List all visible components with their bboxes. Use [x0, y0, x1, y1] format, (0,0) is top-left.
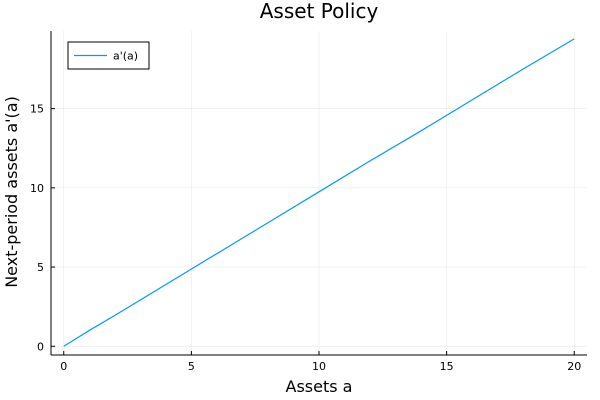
legend-label: a'(a): [113, 50, 138, 63]
tick-labels: 0 5 10 15 20 0 5 10 15: [30, 103, 581, 373]
x-tick-label: 10: [312, 360, 326, 373]
x-axis-label: Assets a: [286, 377, 353, 396]
y-axis-label: Next-period assets a'(a): [2, 96, 21, 288]
plot-axes: [50, 31, 587, 356]
x-tick-label: 15: [440, 360, 454, 373]
legend: a'(a): [67, 41, 150, 70]
series-lines: [63, 38, 575, 347]
y-tick-label: 5: [37, 261, 44, 274]
y-tick-label: 10: [30, 182, 44, 195]
x-tick-label: 5: [188, 360, 195, 373]
x-tick-label: 20: [567, 360, 581, 373]
chart-title: Asset Policy: [260, 0, 379, 23]
series-line-a-a-: [63, 38, 575, 347]
x-tick-label: 0: [60, 360, 67, 373]
grid-lines: [51, 31, 587, 355]
y-tick-label: 15: [30, 103, 44, 116]
y-tick-label: 0: [37, 340, 44, 353]
